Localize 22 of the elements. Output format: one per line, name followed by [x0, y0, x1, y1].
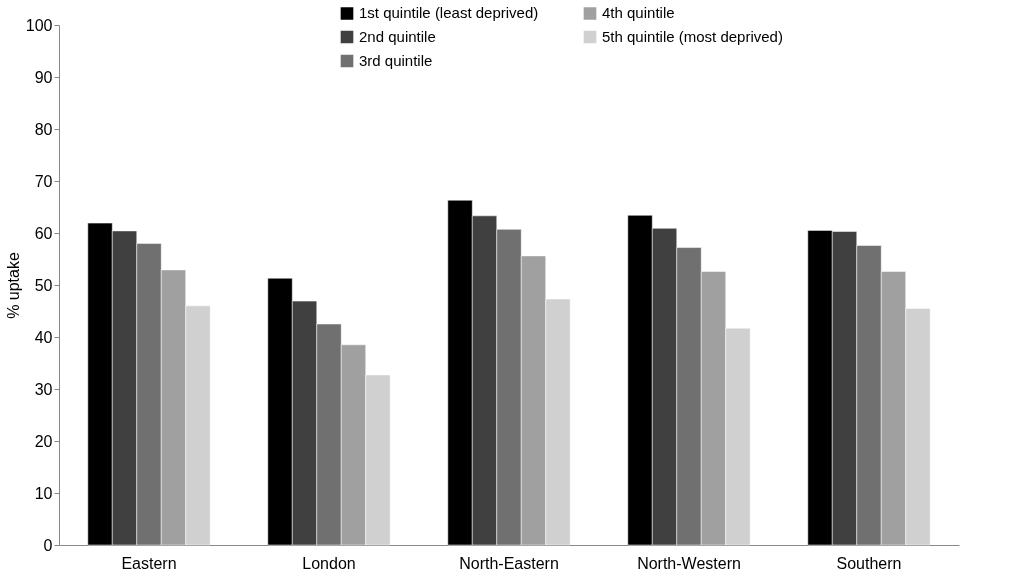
legend-label: 3rd quintile [359, 52, 433, 69]
legend-label: 5th quintile (most deprived) [602, 28, 783, 45]
y-axis-title: % uptake [4, 252, 22, 319]
y-tick-label: 80 [34, 120, 53, 138]
y-tick-label: 30 [34, 380, 53, 398]
x-tick-label: Southern [836, 554, 902, 572]
y-tick-label: 70 [34, 172, 53, 190]
x-tick-label: Eastern [121, 554, 177, 572]
y-tick-label: 60 [34, 224, 53, 242]
y-tick-label: 40 [34, 328, 53, 346]
legend-label: 1st quintile (least deprived) [359, 4, 539, 22]
y-tick-label: 10 [34, 484, 53, 502]
y-tick-label: 20 [34, 432, 53, 450]
legend-label: 2nd quintile [359, 28, 436, 45]
legend-label: 4th quintile [602, 4, 675, 22]
x-tick-label: North-Western [637, 554, 741, 572]
x-tick-label: North-Eastern [459, 554, 559, 572]
y-tick-label: 50 [34, 276, 53, 294]
x-tick-label: London [302, 554, 356, 572]
y-tick-label: 90 [34, 68, 53, 86]
y-tick-label: 0 [43, 536, 53, 554]
y-tick-label: 100 [25, 16, 53, 34]
